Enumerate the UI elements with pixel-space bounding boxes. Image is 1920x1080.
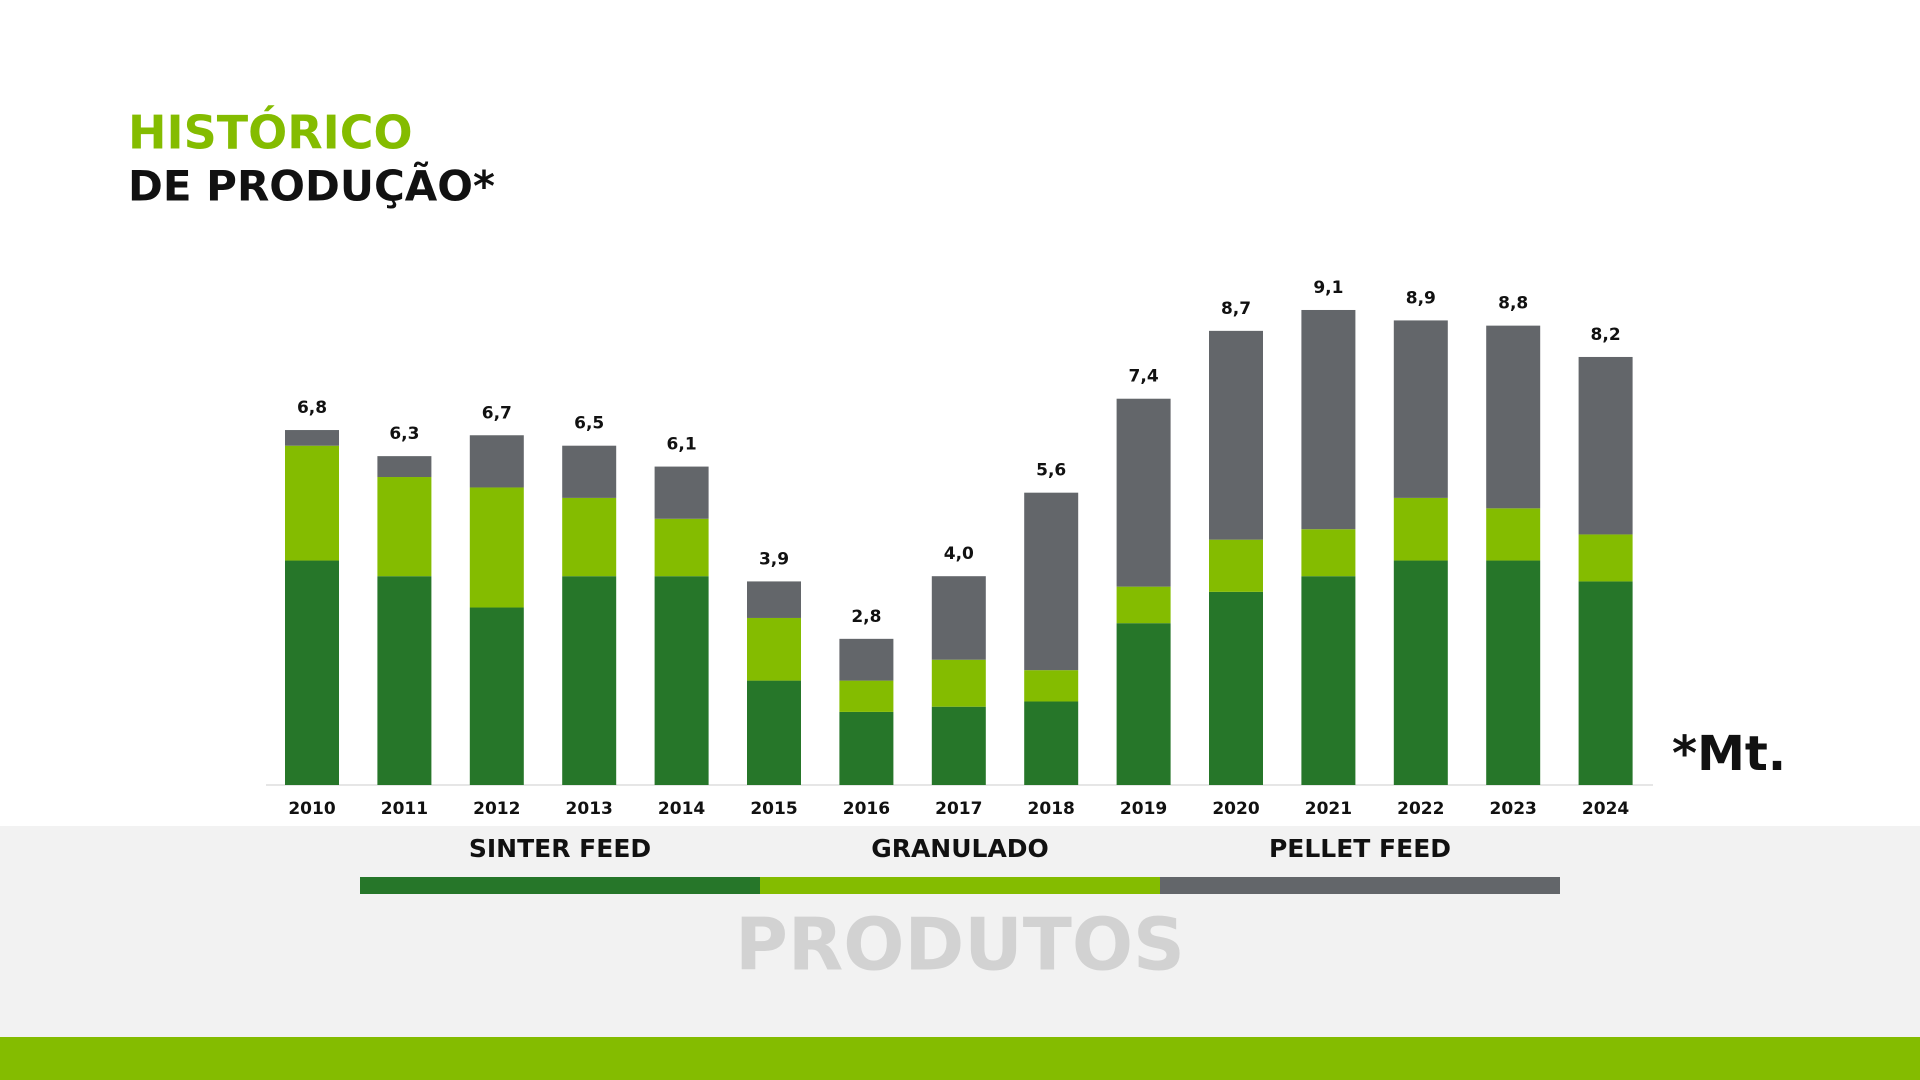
x-tick-label: 2024 [1582,799,1629,819]
total-label: 8,9 [1406,288,1436,308]
bar-segment [654,518,709,577]
bar-segment [1578,534,1633,582]
legend-label: PELLET FEED [1269,834,1451,863]
bar-segment [747,680,801,785]
bar-segment [931,659,986,707]
bar-segment [1486,560,1541,785]
x-tick-label: 2023 [1490,799,1537,819]
legend-label: SINTER FEED [469,834,651,863]
bar-segment [469,487,524,608]
bar-segment [1024,670,1079,702]
chart-subtitle: DE PRODUÇÃO* [128,161,495,211]
bar-segment [1209,330,1263,540]
total-label: 6,7 [482,403,512,423]
bar-segment [1393,497,1448,561]
bar-segment [1209,591,1263,785]
total-label: 2,8 [851,607,881,627]
bar-segment [469,607,524,785]
x-tick-label: 2022 [1397,799,1444,819]
bar-segment [1116,586,1171,624]
bar-segment [1486,508,1541,561]
bar-segment [1393,560,1448,785]
total-label: 6,5 [574,414,604,434]
bar-segment [377,576,432,785]
bar-segment [377,477,432,577]
bar-segment [1024,701,1079,785]
bar-segment [654,576,709,785]
x-tick-label: 2010 [288,799,335,819]
bar-segment [377,456,432,478]
total-label: 8,8 [1498,294,1528,314]
bar-segment [1393,320,1448,498]
bar-segment [1578,356,1633,535]
x-tick-label: 2019 [1120,799,1167,819]
x-tick-label: 2018 [1028,799,1075,819]
total-label: 8,2 [1591,325,1621,345]
bar-segment [654,466,709,519]
bar-segment [285,560,339,785]
bar-segment [931,706,986,785]
bar-segment [562,497,617,577]
total-label: 3,9 [759,549,789,569]
x-tick-label: 2012 [473,799,520,819]
x-tick-label: 2021 [1305,799,1352,819]
legend-label: GRANULADO [871,834,1049,863]
bar-segment [1301,309,1356,530]
total-label: 8,7 [1221,299,1251,319]
bar-segment [839,711,894,785]
bar-segment [1301,576,1356,785]
bar-segment [285,445,339,561]
x-tick-label: 2020 [1212,799,1259,819]
legend-swatch [1160,877,1560,894]
bar-segment [1116,623,1171,785]
bar-segment [747,581,801,618]
legend-title: PRODUTOS [735,903,1185,987]
total-label: 4,0 [944,544,974,564]
bar-segment [469,435,524,488]
bar-segment [1486,325,1541,509]
bar-segment [285,430,339,446]
x-tick-label: 2015 [750,799,797,819]
total-label: 6,8 [297,398,327,418]
x-tick-label: 2013 [566,799,613,819]
bar-segment [562,445,617,498]
total-label: 5,6 [1036,461,1066,481]
bar-segment [839,680,894,712]
bar-segment [1116,398,1171,587]
bar-segment [1301,529,1356,577]
unit-note: *Mt. [1672,726,1786,782]
total-label: 7,4 [1129,367,1159,387]
bar-segment [931,576,986,660]
bar-segment [562,576,617,785]
chart-title: HISTÓRICO [128,106,413,160]
legend-swatch [760,877,1160,894]
total-label: 6,3 [389,424,419,444]
bar-segment [1578,581,1633,785]
legend-band [0,826,1920,1037]
x-tick-label: 2016 [843,799,890,819]
bar-segment [1024,492,1079,671]
x-tick-label: 2017 [935,799,982,819]
bar-segment [839,638,894,681]
total-label: 9,1 [1313,278,1343,298]
bar-segment [747,617,801,681]
legend-swatch [360,877,760,894]
footer-band [0,1037,1920,1080]
x-tick-label: 2014 [658,799,705,819]
x-tick-label: 2011 [381,799,428,819]
total-label: 6,1 [667,435,697,455]
bar-segment [1209,539,1263,592]
